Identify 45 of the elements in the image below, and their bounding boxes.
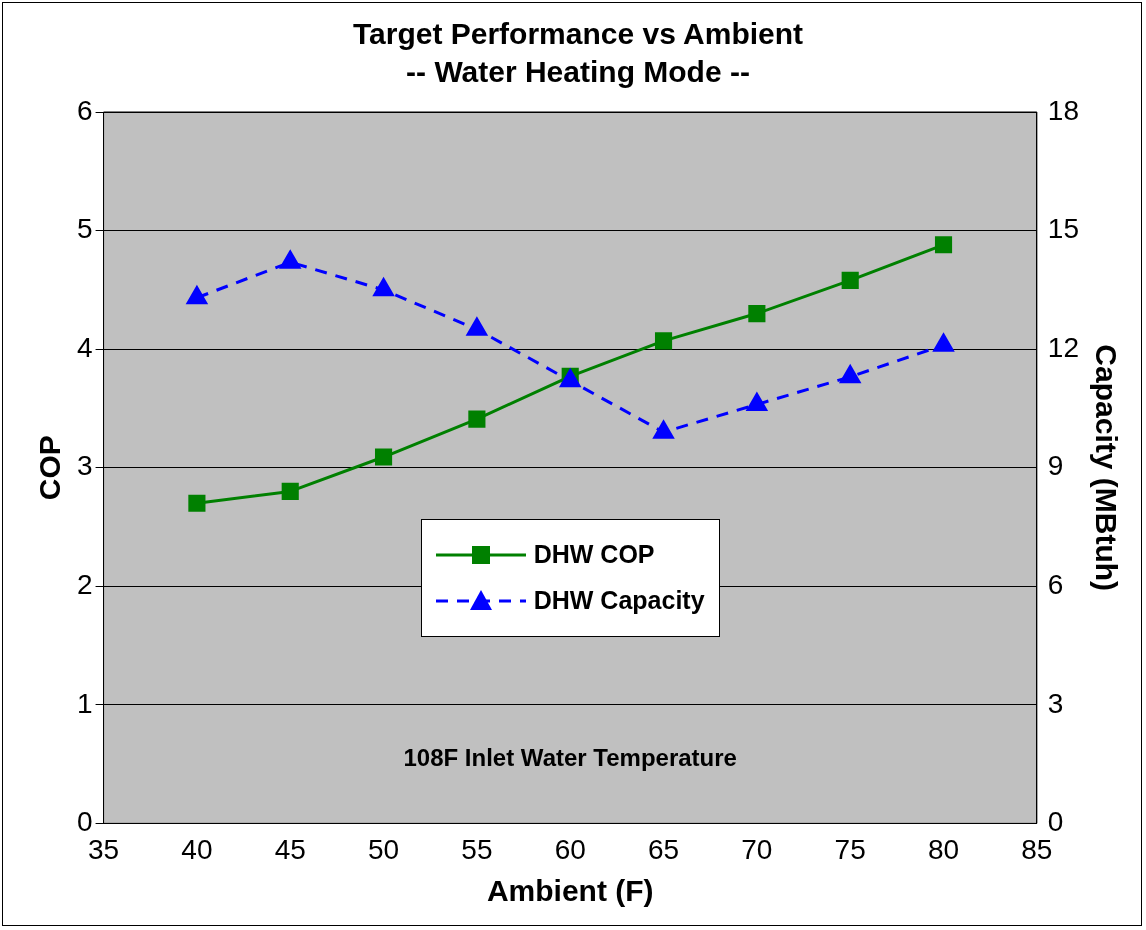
x-tick-label: 45	[274, 833, 306, 865]
point	[280, 250, 301, 269]
chart-title: Target Performance vs Ambient	[352, 17, 804, 51]
y-tick-label: 1	[76, 687, 93, 719]
annotation: 108F Inlet Water Temperature	[403, 744, 737, 772]
point	[841, 271, 859, 289]
y2-tick-label: 15	[1047, 213, 1080, 245]
legend-label: DHW Capacity	[533, 586, 705, 616]
point	[653, 420, 674, 439]
point	[188, 494, 206, 512]
point	[840, 365, 861, 384]
point	[654, 332, 673, 350]
x-tick-label: 40	[181, 833, 213, 865]
point	[374, 448, 393, 466]
x-tick-label: 55	[461, 833, 493, 865]
x-tick-label: 50	[367, 833, 400, 865]
y2-tick-label: 3	[1047, 687, 1064, 719]
point	[933, 333, 954, 352]
y-tick-label: 4	[76, 331, 93, 363]
y2-tick-label: 12	[1047, 331, 1080, 363]
y-tick-label: 5	[76, 213, 93, 245]
y2-tick-label: 9	[1047, 450, 1064, 482]
y2-tick-label: 18	[1047, 94, 1080, 126]
legend-label: DHW COP	[533, 540, 655, 570]
point	[186, 286, 208, 305]
y2-tick-label: 6	[1047, 568, 1064, 600]
x-tick-label: 75	[834, 833, 866, 865]
y-tick-label: 3	[76, 450, 93, 482]
x-tick-label: 65	[647, 833, 680, 865]
point	[468, 410, 486, 428]
x-tick-label: 70	[741, 833, 773, 865]
y-tick-label: 6	[76, 94, 93, 126]
x-tick-label: 80	[927, 833, 960, 865]
point	[466, 317, 488, 336]
point	[373, 278, 394, 297]
y-axis-title: COP	[33, 435, 67, 501]
y-tick-label: 2	[76, 568, 93, 600]
point	[746, 392, 768, 411]
y2-axis-title: Capacity (MBtuh)	[1089, 344, 1123, 592]
x-tick-label: 60	[554, 833, 586, 865]
x-axis-title: Ambient (F)	[486, 874, 654, 908]
point	[748, 304, 766, 323]
point	[934, 236, 953, 254]
point	[281, 482, 299, 500]
chart-subtitle: -- Water Heating Mode --	[406, 55, 750, 89]
